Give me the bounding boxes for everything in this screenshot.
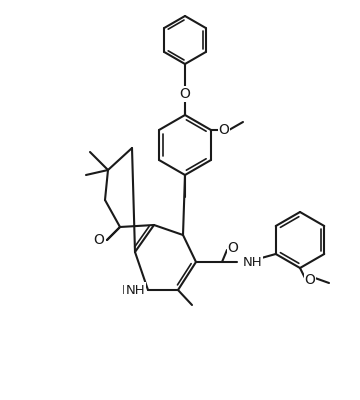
Text: O: O bbox=[94, 233, 104, 247]
Text: O: O bbox=[305, 273, 315, 287]
Text: O: O bbox=[228, 241, 238, 255]
Text: NH: NH bbox=[243, 256, 263, 268]
Text: NH: NH bbox=[125, 284, 145, 296]
Text: O: O bbox=[219, 123, 229, 137]
Text: NH: NH bbox=[121, 284, 141, 296]
Text: O: O bbox=[180, 87, 190, 101]
